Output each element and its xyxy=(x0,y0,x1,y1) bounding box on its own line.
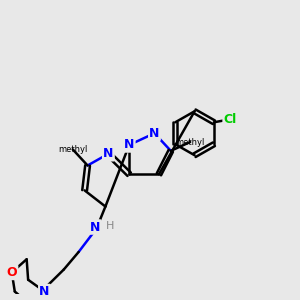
Text: methyl: methyl xyxy=(58,145,87,154)
Text: N: N xyxy=(124,139,134,152)
Text: N: N xyxy=(103,147,114,160)
Text: H: H xyxy=(106,220,114,231)
Text: methyl: methyl xyxy=(176,137,205,146)
Text: N: N xyxy=(39,285,50,298)
Text: N: N xyxy=(90,220,100,233)
Text: N: N xyxy=(149,127,160,140)
Text: Cl: Cl xyxy=(224,113,237,126)
Text: O: O xyxy=(7,266,17,279)
